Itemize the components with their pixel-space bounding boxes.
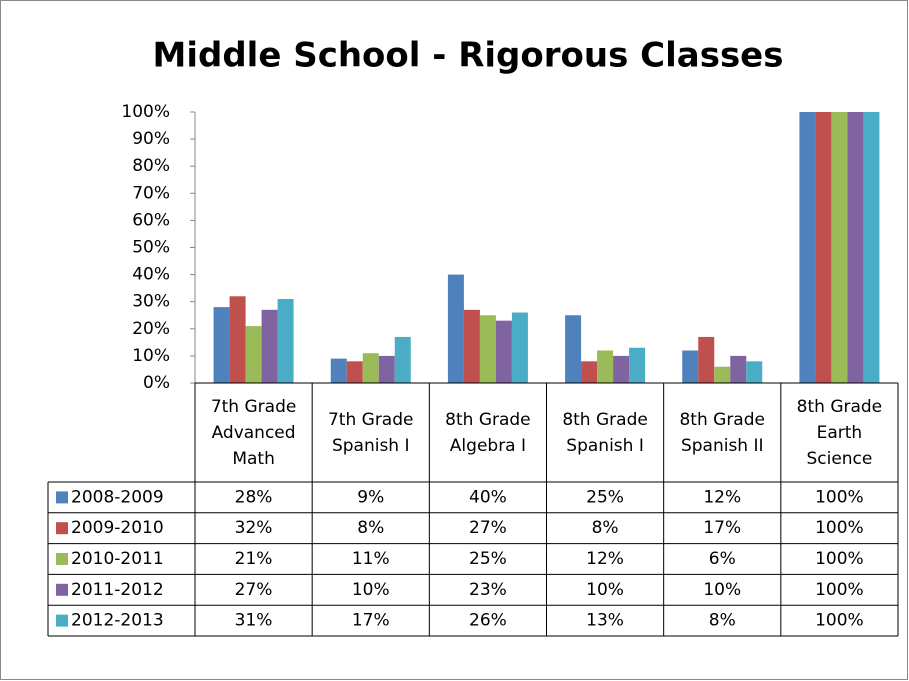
bar — [730, 355, 747, 383]
x-tick-label: 7th Grade Spanish I — [327, 409, 414, 456]
table-cell: 23% — [469, 580, 507, 600]
y-tick-label: 40% — [132, 265, 170, 285]
y-tick-label: 90% — [132, 129, 170, 149]
table-cell: 32% — [235, 518, 273, 538]
bar — [597, 350, 614, 383]
bar — [863, 112, 880, 383]
table-cell: 27% — [469, 518, 507, 538]
bar — [346, 361, 363, 383]
y-tick-label: 30% — [132, 292, 170, 312]
bar — [378, 355, 395, 383]
table-cell: 100% — [815, 518, 864, 538]
table-cell: 26% — [469, 611, 507, 631]
bar — [831, 112, 848, 383]
legend-key — [56, 553, 68, 565]
bar — [479, 315, 496, 383]
table-cell: 12% — [703, 487, 741, 507]
bar — [229, 296, 246, 383]
table-cell: 12% — [586, 549, 624, 569]
table-cell: 17% — [703, 518, 741, 538]
bar — [629, 347, 646, 383]
bar — [581, 361, 598, 383]
table-cell: 100% — [815, 487, 864, 507]
legend-label: 2011-2012 — [71, 580, 164, 600]
legend-label: 2009-2010 — [71, 518, 164, 538]
y-tick-label: 0% — [143, 373, 170, 393]
bar — [362, 353, 379, 383]
legend-label: 2012-2013 — [71, 611, 164, 631]
table-cell: 10% — [586, 580, 624, 600]
bar — [511, 312, 528, 383]
table-cell: 17% — [352, 611, 390, 631]
table-cell: 11% — [352, 549, 390, 569]
bar — [245, 326, 262, 383]
legend-key — [56, 583, 68, 596]
bar — [261, 309, 278, 383]
x-tick-label: 8th Grade Earth Science — [796, 396, 883, 469]
table-cell: 31% — [235, 611, 273, 631]
y-tick-label: 60% — [132, 210, 170, 230]
table-cell: 10% — [703, 580, 741, 600]
bar — [495, 320, 512, 383]
table-cell: 27% — [235, 580, 273, 600]
bar — [277, 298, 294, 383]
table-cell: 10% — [352, 580, 390, 600]
legend-key — [56, 522, 68, 535]
x-tick-label: 8th Grade Algebra I — [445, 409, 531, 456]
y-tick-label: 100% — [121, 102, 170, 122]
bar — [746, 361, 763, 383]
legend-key — [56, 491, 68, 504]
bar — [330, 358, 347, 383]
bar — [213, 307, 230, 383]
table-cell: 25% — [469, 549, 507, 569]
chart-title: Middle School - Rigorous Classes — [153, 36, 784, 76]
legend-key — [56, 614, 68, 627]
y-tick-label: 20% — [132, 319, 170, 339]
table-cell: 8% — [592, 518, 619, 538]
table-cell: 28% — [235, 487, 273, 507]
bar — [682, 350, 699, 383]
x-tick-label: 7th Grade Advanced Math — [210, 396, 297, 469]
y-tick-label: 70% — [132, 183, 170, 203]
bar — [565, 315, 582, 383]
table-cell: 6% — [709, 549, 736, 569]
legend-label: 2010-2011 — [71, 549, 164, 569]
bar — [463, 309, 480, 383]
legend-label: 2008-2009 — [71, 487, 164, 507]
table-cell: 9% — [357, 487, 384, 507]
table-cell: 40% — [469, 487, 507, 507]
bar — [698, 336, 715, 383]
table-cell: 100% — [815, 580, 864, 600]
bar — [847, 112, 864, 383]
y-tick-label: 50% — [132, 238, 170, 258]
table-cell: 25% — [586, 487, 624, 507]
table-cell: 100% — [815, 611, 864, 631]
table-cell: 13% — [586, 611, 624, 631]
bar — [714, 366, 731, 383]
bar — [447, 274, 464, 383]
bar — [394, 336, 411, 383]
y-tick-label: 80% — [132, 156, 170, 176]
bar — [613, 355, 630, 383]
table-cell: 100% — [815, 549, 864, 569]
table-cell: 21% — [235, 549, 273, 569]
x-tick-label: 8th Grade Spanish I — [562, 409, 648, 456]
table-cell: 8% — [357, 518, 384, 538]
table-cell: 8% — [709, 611, 736, 631]
bar — [815, 112, 832, 383]
y-tick-label: 10% — [132, 346, 170, 366]
x-tick-label: 8th Grade Spanish II — [679, 409, 765, 456]
bar — [799, 112, 816, 383]
